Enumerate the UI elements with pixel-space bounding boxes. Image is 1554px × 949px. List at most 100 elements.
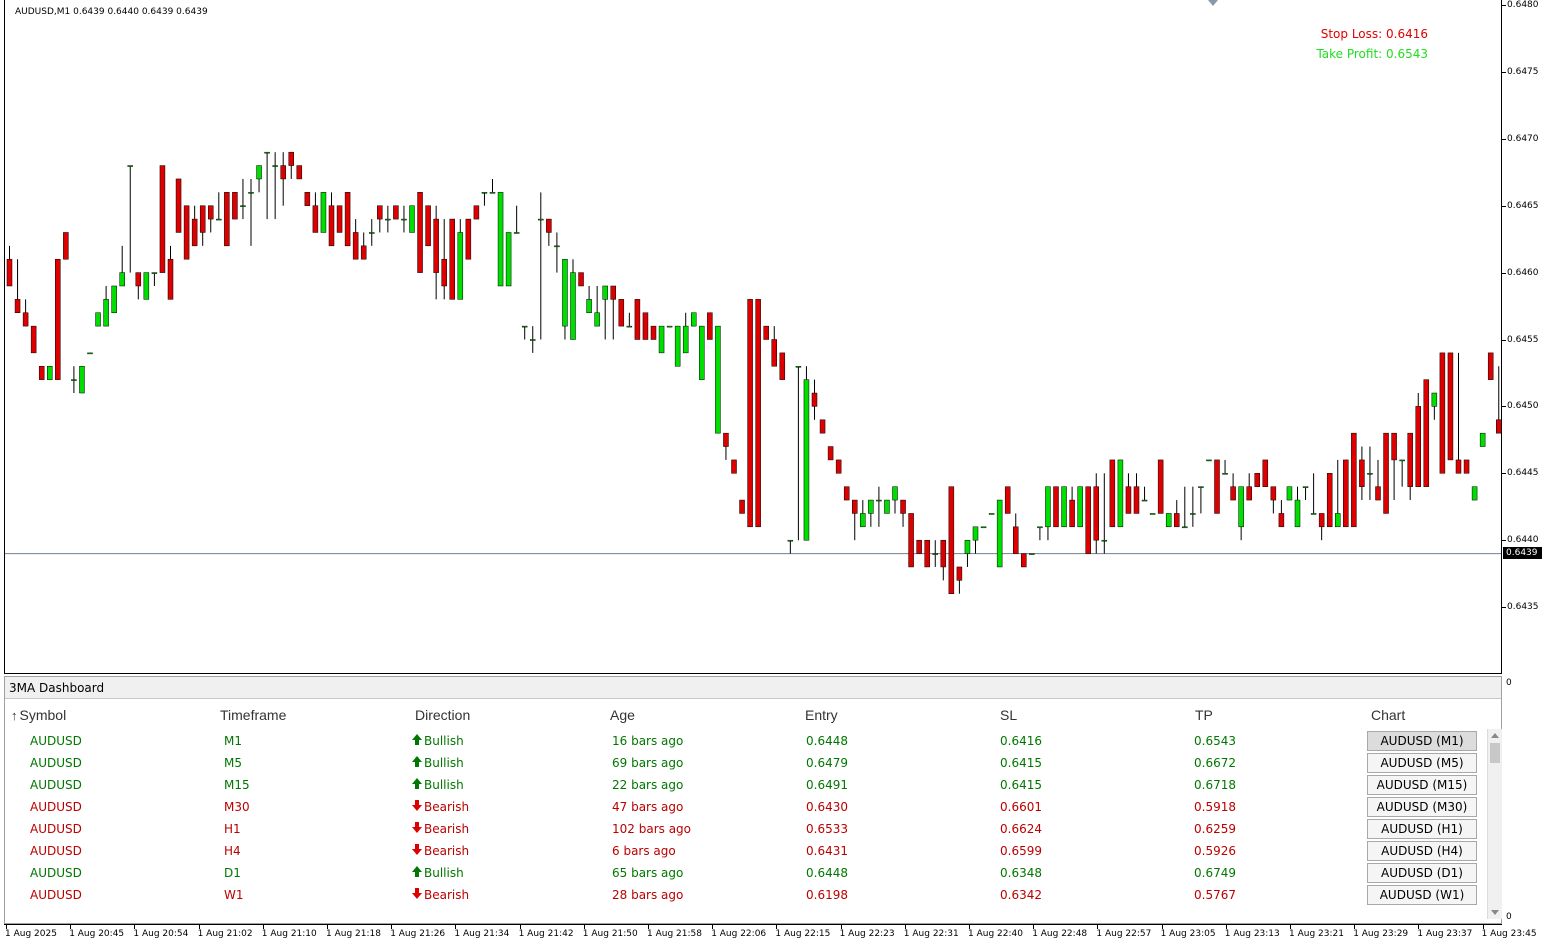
candle [1286, 486, 1293, 501]
candle [344, 192, 351, 247]
candle-body [755, 299, 761, 528]
header-chart[interactable]: Chart [1371, 707, 1406, 723]
open-chart-button[interactable]: AUDUSD (H1) [1367, 819, 1477, 839]
time-tick-mark [648, 925, 649, 929]
candle-body [811, 392, 818, 407]
row-tp: 0.6259 [1194, 822, 1236, 836]
candle [71, 366, 77, 394]
price-tick-label: 0.6465 [1507, 200, 1539, 211]
header-timeframe[interactable]: Timeframe [220, 707, 287, 723]
candle [1013, 513, 1019, 554]
open-chart-button[interactable]: AUDUSD (M1) [1367, 731, 1477, 751]
candle-body [1262, 459, 1269, 487]
open-chart-button[interactable]: AUDUSD (D1) [1367, 863, 1477, 883]
candle-body [554, 245, 560, 248]
header-sl[interactable]: SL [1000, 707, 1018, 723]
candle-body [1230, 486, 1236, 501]
header-symbol[interactable]: ↑ Symbol [11, 707, 67, 723]
candle [1496, 366, 1501, 434]
header-entry[interactable]: Entry [805, 707, 838, 723]
candle [87, 352, 93, 355]
scroll-up-icon[interactable] [1491, 733, 1499, 738]
time-tick-label: 1 Aug 22:31 [903, 929, 959, 939]
candle [489, 178, 496, 194]
candle [1093, 473, 1099, 554]
dashboard-scrollbar[interactable] [1487, 729, 1502, 919]
candle [473, 205, 480, 220]
time-tick-label: 1 Aug 23:37 [1417, 929, 1473, 939]
candle-body [1375, 486, 1381, 501]
candle-body [578, 272, 584, 287]
price-axis[interactable]: 0.6439 0 0 0.6480 0.6475 0.6470 0.6465 0.646… [1502, 0, 1554, 924]
open-chart-button[interactable]: AUDUSD (M5) [1367, 753, 1477, 773]
candle [505, 232, 512, 287]
candle-body [843, 486, 850, 501]
time-axis[interactable]: 1 Aug 2025 1 Aug 20:45 1 Aug 20:54 1 Aug 21… [4, 924, 1537, 949]
open-chart-button[interactable]: AUDUSD (H4) [1367, 841, 1477, 861]
candle [1061, 486, 1067, 528]
candle-body [996, 499, 1003, 568]
row-symbol: AUDUSD [30, 844, 82, 858]
price-tick-label: 0.6470 [1507, 133, 1539, 144]
candle [1447, 352, 1454, 461]
candle [417, 192, 423, 273]
header-age[interactable]: Age [610, 707, 635, 723]
time-tick-label: 1 Aug 22:23 [839, 929, 895, 939]
candle [570, 259, 576, 340]
candle [360, 232, 367, 260]
price-chart[interactable]: AUDUSD,M1 0.6439 0.6440 0.6439 0.6439 St… [4, 0, 1502, 674]
candle [272, 152, 278, 220]
candle-body [739, 499, 745, 514]
candle-body [1109, 459, 1116, 528]
candle [546, 218, 552, 246]
time-tick-mark [904, 925, 906, 929]
row-sl: 0.6415 [1000, 778, 1042, 792]
candle [908, 513, 914, 568]
row-direction: Bearish [412, 888, 469, 902]
candle-body [948, 486, 955, 594]
row-tp: 0.5926 [1194, 844, 1236, 858]
candle-body [1278, 513, 1285, 528]
candlestick-plot[interactable] [5, 0, 1501, 673]
scroll-down-icon[interactable] [1491, 910, 1499, 915]
candle [1254, 473, 1260, 487]
candle [385, 205, 391, 233]
header-direction[interactable]: Direction [415, 707, 471, 723]
candle [457, 219, 464, 300]
candle [948, 486, 955, 594]
candle-body [208, 205, 214, 220]
candle [304, 192, 311, 206]
candle-body [336, 205, 343, 233]
candle-body [1310, 513, 1317, 515]
scroll-thumb[interactable] [1490, 743, 1500, 763]
candle-body [699, 325, 705, 380]
candle-body [1029, 553, 1035, 555]
candle [1391, 432, 1397, 501]
candle [1399, 459, 1405, 487]
candle [1351, 432, 1357, 528]
candle-body [1222, 473, 1228, 475]
candle-body [1302, 486, 1309, 488]
candle [691, 312, 697, 327]
shift-marker-icon[interactable] [1208, 0, 1218, 6]
candle [642, 312, 649, 340]
candle [143, 272, 150, 300]
time-tick-mark [583, 925, 585, 929]
candle [369, 219, 375, 246]
price-tick-mark [1502, 71, 1506, 73]
candle-body [1045, 486, 1051, 528]
candle [1045, 486, 1051, 541]
header-tp[interactable]: TP [1195, 707, 1213, 723]
take-profit-label: Take Profit: 0.6543 [1316, 47, 1428, 61]
candle [38, 366, 45, 380]
candle [1125, 473, 1132, 514]
time-tick-mark [70, 925, 72, 929]
time-tick-label: 1 Aug 21:26 [390, 929, 446, 939]
candle [183, 205, 190, 260]
candle [755, 299, 761, 528]
open-chart-button[interactable]: AUDUSD (W1) [1367, 885, 1477, 905]
open-chart-button[interactable]: AUDUSD (M15) [1367, 775, 1477, 795]
candle-body [956, 566, 963, 581]
open-chart-button[interactable]: AUDUSD (M30) [1367, 797, 1477, 817]
time-tick-mark [1418, 925, 1420, 929]
